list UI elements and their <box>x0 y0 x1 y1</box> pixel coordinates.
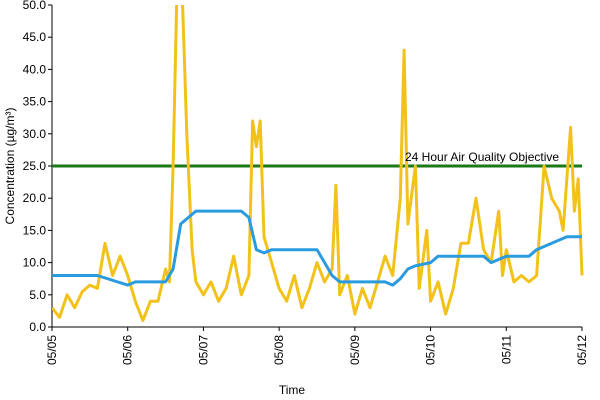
x-tick-label: 05/07 <box>196 335 210 365</box>
reference-label: 24 Hour Air Quality Objective <box>405 150 559 164</box>
y-axis-label: Concentration (µg/m³) <box>3 108 17 225</box>
y-tick-label: 20.0 <box>23 191 47 205</box>
y-tick-label: 45.0 <box>23 30 47 44</box>
y-tick-label: 30.0 <box>23 127 47 141</box>
x-tick-label: 05/08 <box>272 335 286 365</box>
x-tick-label: 05/06 <box>121 335 135 365</box>
data-line <box>52 209 582 287</box>
x-tick-label: 05/10 <box>424 335 438 365</box>
x-tick-label: 05/12 <box>575 335 589 365</box>
x-tick-label: 05/11 <box>499 335 513 364</box>
y-tick-label: 10.0 <box>23 256 47 270</box>
x-axis-label: Time <box>279 383 306 397</box>
y-tick-label: 0.0 <box>29 320 46 334</box>
y-tick-label: 35.0 <box>23 95 47 109</box>
x-tick-label: 05/09 <box>348 335 362 365</box>
y-tick-label: 40.0 <box>23 62 47 76</box>
y-tick-label: 25.0 <box>23 159 47 173</box>
x-tick-label: 05/05 <box>45 335 59 365</box>
y-tick-label: 5.0 <box>29 288 46 302</box>
data-line <box>52 5 584 323</box>
y-tick-label: 15.0 <box>23 223 47 237</box>
plot-area <box>52 5 584 323</box>
y-tick-label: 50.0 <box>23 0 47 12</box>
